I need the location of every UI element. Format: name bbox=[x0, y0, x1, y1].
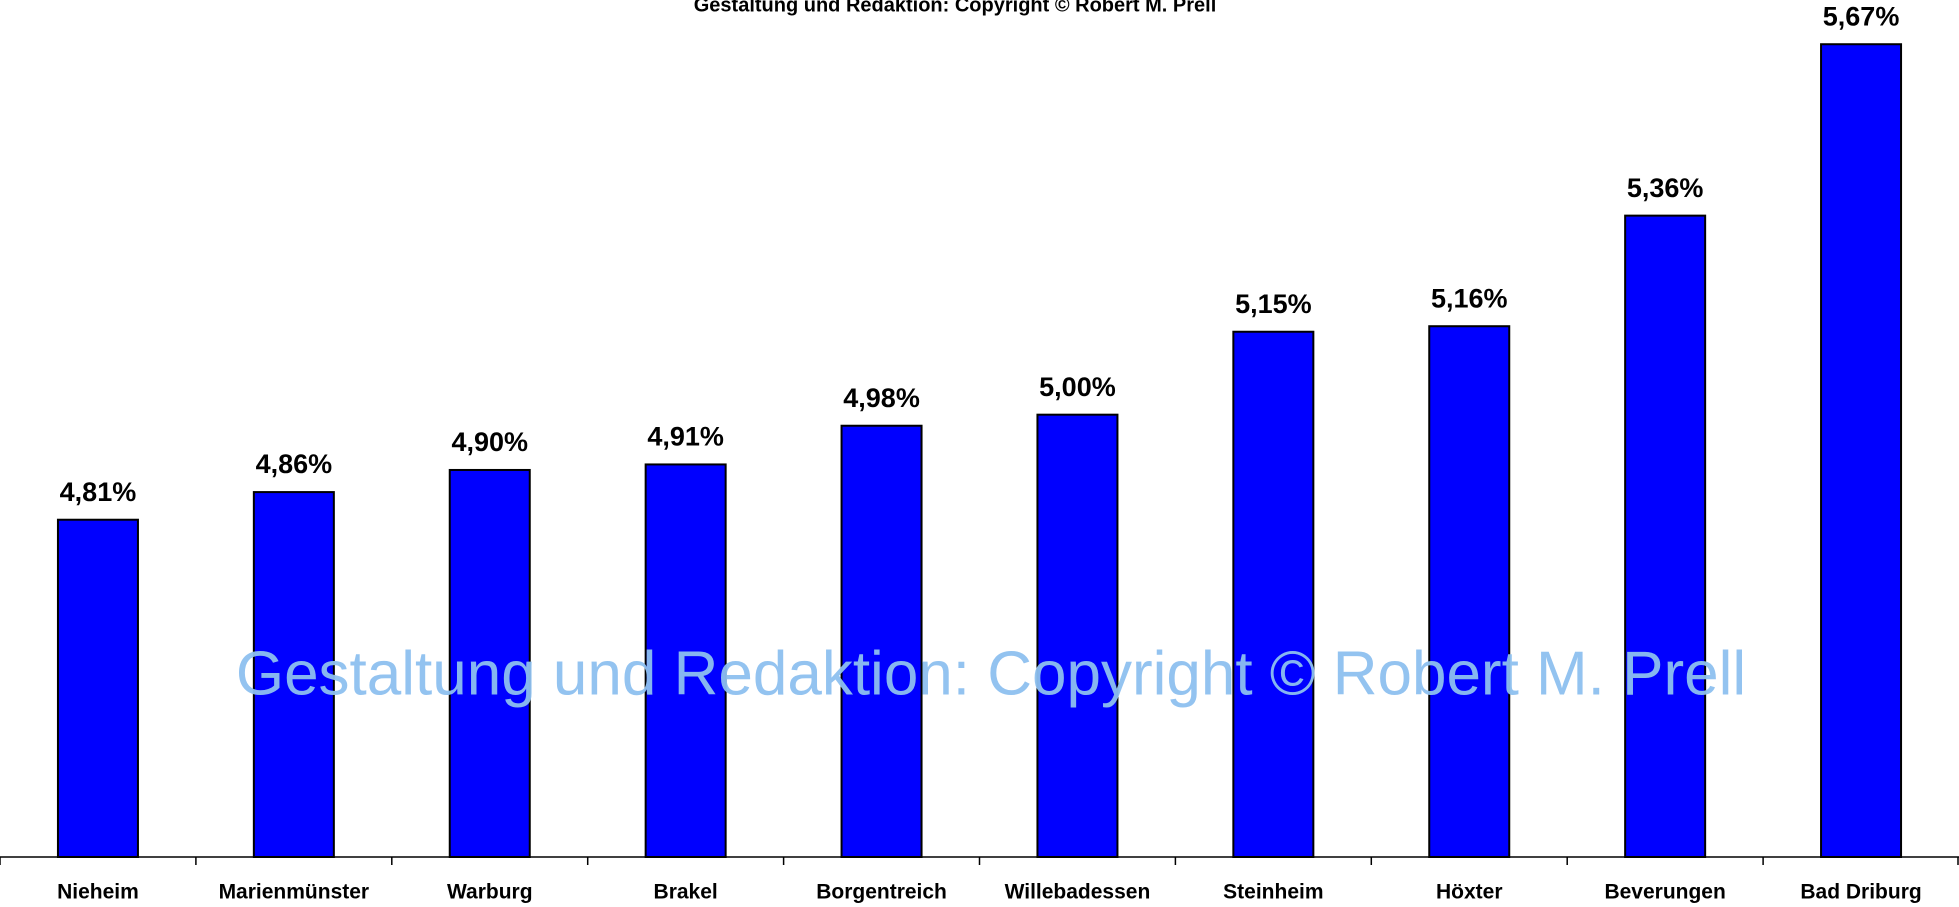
bar bbox=[1036, 413, 1119, 858]
x-tick-label: Warburg bbox=[447, 881, 533, 904]
x-tick-label: Höxter bbox=[1436, 881, 1503, 904]
x-tick-label: Bad Driburg bbox=[1800, 881, 1921, 904]
x-tick-label: Brakel bbox=[654, 881, 718, 904]
bar bbox=[1820, 43, 1903, 859]
value-label: 4,86% bbox=[256, 449, 333, 479]
value-label: 4,91% bbox=[647, 422, 724, 452]
bar bbox=[252, 491, 335, 858]
value-label: 5,67% bbox=[1823, 1, 1900, 31]
bar bbox=[448, 468, 531, 858]
bar bbox=[840, 424, 923, 858]
watermark: Gestaltung und Redaktion: Copyright © Ro… bbox=[236, 639, 1746, 708]
bar bbox=[1232, 330, 1315, 858]
value-label: 4,81% bbox=[60, 477, 137, 507]
x-tick-label: Borgentreich bbox=[816, 881, 947, 904]
x-tick-label: Nieheim bbox=[57, 881, 139, 904]
bar bbox=[1624, 214, 1707, 858]
x-tick-label: Beverungen bbox=[1604, 881, 1725, 904]
chart-title: Gestaltung und Redaktion: Copyright © Ro… bbox=[694, 0, 1217, 16]
value-label: 4,90% bbox=[451, 427, 528, 457]
x-tick-label: Marienmünster bbox=[219, 881, 370, 904]
value-label: 5,00% bbox=[1039, 372, 1116, 402]
value-label: 4,98% bbox=[843, 383, 920, 413]
value-label: 5,16% bbox=[1431, 283, 1508, 313]
x-tick-label: Willebadessen bbox=[1005, 881, 1151, 904]
value-label: 5,36% bbox=[1627, 173, 1704, 203]
bar bbox=[644, 463, 727, 858]
value-label: 5,15% bbox=[1235, 289, 1312, 319]
bar bbox=[1428, 325, 1511, 858]
x-tick-label: Steinheim bbox=[1223, 881, 1323, 904]
bar bbox=[56, 518, 139, 858]
